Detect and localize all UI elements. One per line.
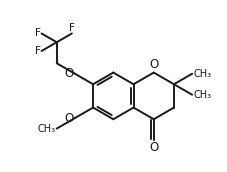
Text: F: F	[69, 23, 74, 33]
Text: CH₃: CH₃	[192, 69, 210, 79]
Text: O: O	[64, 112, 74, 125]
Text: O: O	[149, 58, 158, 71]
Text: O: O	[148, 141, 158, 154]
Text: O: O	[64, 67, 74, 80]
Text: CH₃: CH₃	[192, 90, 210, 100]
Text: CH₃: CH₃	[37, 123, 56, 134]
Text: F: F	[35, 29, 40, 39]
Text: F: F	[35, 46, 40, 56]
